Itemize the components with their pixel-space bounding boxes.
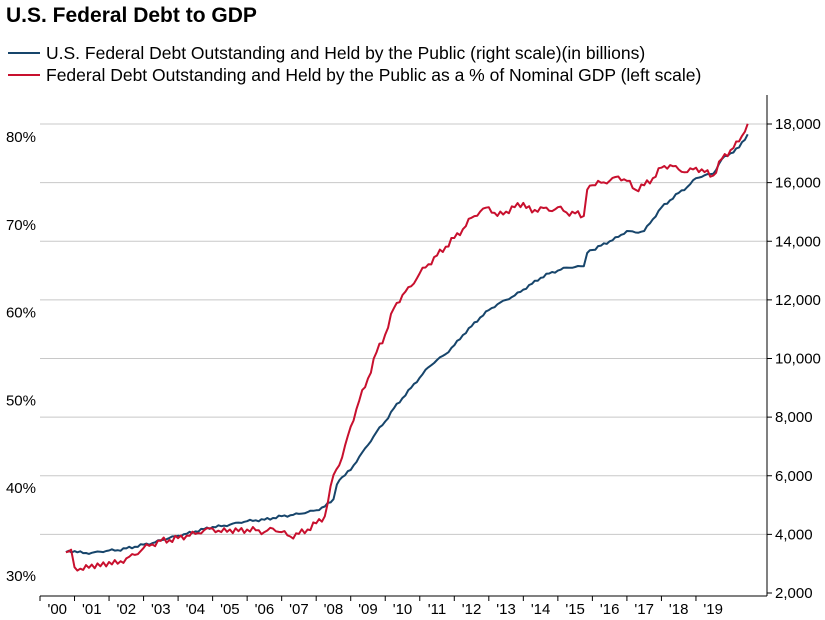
x-tick-label: '13 <box>496 601 516 618</box>
x-tick-label: '14 <box>531 601 551 618</box>
axes <box>40 95 768 597</box>
x-tick-label: '16 <box>600 601 620 618</box>
x-tick-label: '11 <box>428 601 446 618</box>
left-y-tick-label: 30% <box>6 568 36 585</box>
series-line-debt-to-gdp <box>65 123 749 572</box>
x-tick-label: '01 <box>82 601 102 618</box>
right-y-tick-label: 6,000 <box>775 468 813 485</box>
right-y-tick-label: 2,000 <box>775 585 813 602</box>
x-tick-label: '15 <box>565 601 585 618</box>
left-y-tick-label: 60% <box>6 305 36 322</box>
x-tick-label: '09 <box>358 601 378 618</box>
right-y-tick-label: 10,000 <box>775 351 821 368</box>
right-y-tick-label: 18,000 <box>775 116 821 133</box>
legend-item-debt-outstanding: U.S. Federal Debt Outstanding and Held b… <box>8 42 645 64</box>
x-tick-label: '06 <box>255 601 275 618</box>
left-y-tick-label: 70% <box>6 217 36 234</box>
legend-label-debt-to-gdp: Federal Debt Outstanding and Held by the… <box>46 64 702 85</box>
right-y-ticks: 2,000 4,000 6,000 8,000 10,000 12,000 14,000 16… <box>767 116 821 602</box>
legend-label-debt-outstanding: U.S. Federal Debt Outstanding and Held b… <box>46 42 646 63</box>
chart-title: U.S. Federal Debt to GDP <box>6 4 257 27</box>
x-tick-label: '02 <box>117 601 137 618</box>
x-tick-label: '05 <box>220 601 240 618</box>
grid-lines <box>40 123 767 535</box>
right-y-tick-label: 12,000 <box>775 292 821 309</box>
x-tick-label: '10 <box>393 601 413 618</box>
legend-item-debt-to-gdp: Federal Debt Outstanding and Held by the… <box>8 64 701 86</box>
x-tick-label: '12 <box>462 601 482 618</box>
legend-swatch-debt-to-gdp <box>8 74 40 76</box>
x-tick-label: '18 <box>669 601 689 618</box>
x-tick-label: '04 <box>186 601 206 618</box>
right-y-tick-label: 4,000 <box>775 526 813 543</box>
right-y-tick-label: 14,000 <box>775 233 821 250</box>
x-ticks: '00 '01 '02 '03 '04 '05 '06 '07 '08 '09 '10 '11 '12 '… <box>39 596 723 618</box>
x-tick-label: '00 <box>47 601 67 618</box>
left-y-tick-label: 40% <box>6 480 36 497</box>
series-line-debt-outstanding <box>65 133 749 555</box>
left-y-tick-label: 80% <box>6 129 36 146</box>
right-y-tick-label: 8,000 <box>775 409 813 426</box>
x-tick-label: '19 <box>703 601 723 618</box>
right-y-tick-label: 16,000 <box>775 175 821 192</box>
x-tick-label: '03 <box>151 601 171 618</box>
x-tick-label: '08 <box>324 601 344 618</box>
x-tick-label: '07 <box>289 601 309 618</box>
left-y-ticks: 30% 40% 50% 60% 70% 80% <box>6 129 36 585</box>
legend-swatch-debt-outstanding <box>8 52 40 54</box>
series-lines <box>65 123 749 572</box>
x-tick-label: '17 <box>634 601 654 618</box>
left-y-tick-label: 50% <box>6 392 36 409</box>
